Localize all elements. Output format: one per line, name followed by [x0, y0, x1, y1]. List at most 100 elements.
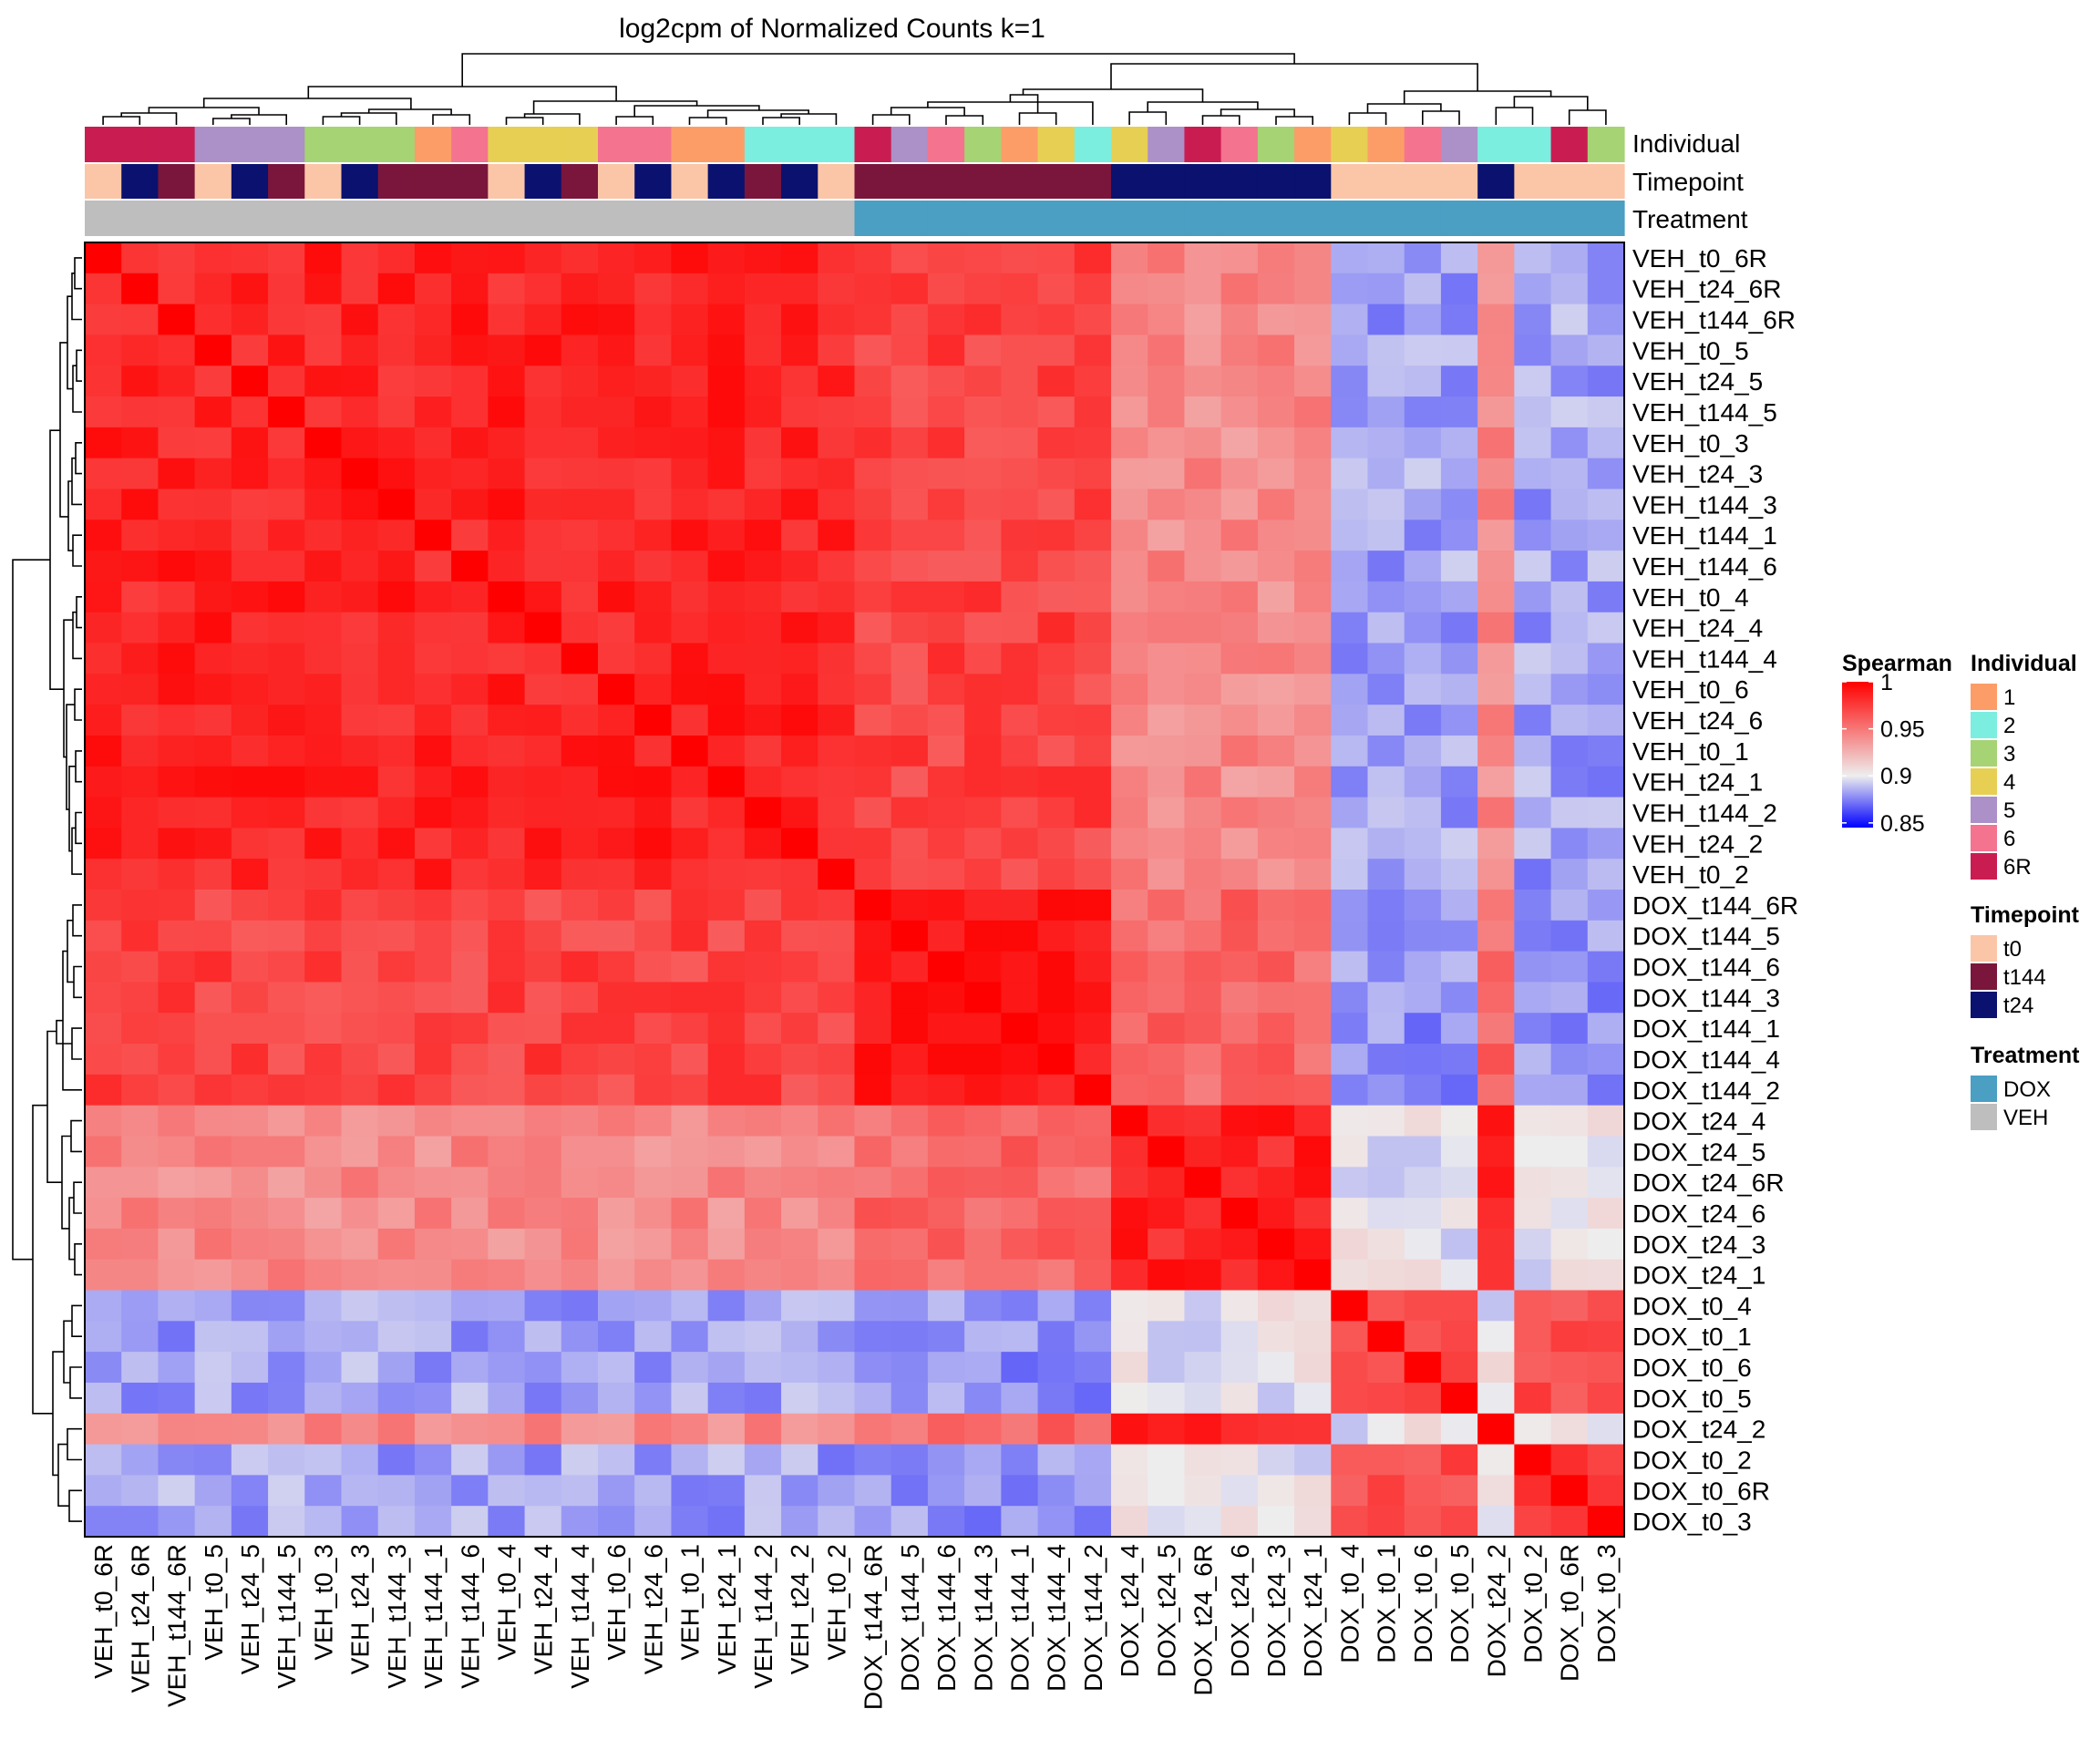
- heatmap-cell: [1331, 1444, 1369, 1476]
- heatmap-cell: [1148, 520, 1186, 551]
- heatmap-cell: [194, 735, 232, 767]
- heatmap-cell: [1294, 1444, 1332, 1476]
- heatmap-cell: [194, 396, 232, 428]
- heatmap-cell: [854, 828, 892, 860]
- heatmap-cell: [818, 674, 856, 705]
- heatmap-cell: [1111, 1413, 1148, 1446]
- heatmap-cell: [964, 1074, 1002, 1107]
- individual-annotation-cell: [818, 127, 856, 162]
- heatmap-cell: [781, 1198, 818, 1230]
- individual-annotation-cell: [1477, 127, 1515, 162]
- heatmap-cell: [561, 1382, 599, 1415]
- individual-annotation-cell: [1257, 127, 1295, 162]
- heatmap-cell: [414, 1167, 452, 1199]
- heatmap-cell: [488, 1136, 526, 1168]
- dendrogram-branch: [49, 429, 64, 690]
- heatmap-cell: [1001, 1321, 1039, 1353]
- heatmap-cell: [1404, 1475, 1442, 1507]
- heatmap-cell: [1294, 1475, 1332, 1507]
- heatmap-cell: [1184, 735, 1222, 767]
- heatmap-cell: [927, 859, 965, 890]
- heatmap-cell: [707, 766, 746, 798]
- heatmap-cell: [1294, 489, 1332, 520]
- heatmap-cell: [964, 1198, 1002, 1230]
- heatmap-cell: [85, 1475, 122, 1507]
- heatmap-cell: [1074, 643, 1112, 674]
- heatmap-cell: [451, 1167, 489, 1199]
- heatmap-cell: [1367, 1044, 1405, 1076]
- heatmap-cell: [964, 612, 1002, 644]
- heatmap-cell: [1404, 766, 1442, 798]
- heatmap-cell: [1367, 1413, 1405, 1446]
- heatmap-cell: [927, 766, 965, 798]
- heatmap-cell: [268, 1074, 305, 1107]
- heatmap-cell: [1220, 1506, 1259, 1538]
- heatmap-cell: [671, 797, 709, 829]
- heatmap-cell: [268, 705, 305, 736]
- heatmap-cell: [1184, 1259, 1222, 1292]
- heatmap-cell: [1037, 1475, 1076, 1507]
- heatmap-cell: [414, 335, 452, 366]
- heatmap-cell: [634, 458, 673, 490]
- heatmap-cell: [1220, 920, 1259, 952]
- heatmap-cell: [377, 828, 416, 860]
- heatmap-cell: [488, 1352, 526, 1384]
- heatmap-cell: [1257, 828, 1295, 860]
- heatmap-cell: [634, 1074, 673, 1107]
- heatmap-cell: [1257, 551, 1295, 582]
- heatmap-cell: [927, 1382, 965, 1415]
- heatmap-cell: [85, 920, 122, 952]
- heatmap-cell: [964, 335, 1002, 366]
- heatmap-cell: [927, 1013, 965, 1045]
- heatmap-cell: [341, 674, 379, 705]
- heatmap-cell: [1148, 458, 1186, 490]
- heatmap-cell: [194, 1074, 232, 1107]
- treatment-annotation-cell: [268, 201, 305, 236]
- heatmap-cell: [1220, 674, 1259, 705]
- dendrogram-branch: [1495, 107, 1534, 125]
- dendrogram-branch: [945, 115, 984, 125]
- heatmap-cell: [1074, 859, 1112, 890]
- heatmap-cell: [304, 859, 343, 890]
- heatmap-cell: [377, 335, 416, 366]
- heatmap-cell: [414, 951, 452, 983]
- heatmap-cell: [818, 705, 856, 736]
- heatmap-cell: [231, 1228, 269, 1261]
- heatmap-cell: [1074, 1167, 1112, 1199]
- heatmap-cell: [818, 612, 856, 644]
- heatmap-cell: [598, 828, 635, 860]
- heatmap-cell: [781, 1444, 818, 1476]
- heatmap-cell: [194, 951, 232, 983]
- heatmap-cell: [341, 396, 379, 428]
- heatmap-cell: [488, 365, 526, 397]
- heatmap-cell: [1220, 890, 1259, 921]
- dendrogram-branch: [202, 98, 412, 109]
- column-label: VEH_t24_1: [713, 1544, 741, 1674]
- heatmap-cell: [1550, 674, 1589, 705]
- heatmap-cell: [927, 1413, 965, 1446]
- heatmap-cell: [1294, 273, 1332, 305]
- heatmap-cell: [1440, 890, 1478, 921]
- heatmap-cell: [1367, 242, 1405, 274]
- timepoint-annotation-cell: [707, 164, 746, 199]
- heatmap-cell: [341, 1475, 379, 1507]
- heatmap-cell: [1148, 859, 1186, 890]
- heatmap-cell: [1440, 458, 1478, 490]
- heatmap-cell: [304, 1167, 343, 1199]
- heatmap-cell: [671, 581, 709, 613]
- heatmap-cell: [341, 365, 379, 397]
- heatmap-cell: [634, 859, 673, 890]
- individual-annotation-cell: [707, 127, 746, 162]
- heatmap-cell: [414, 766, 452, 798]
- heatmap-cell: [781, 1321, 818, 1353]
- row-label: DOX_t24_6R: [1632, 1168, 1785, 1197]
- heatmap-cell: [1037, 705, 1076, 736]
- heatmap-cell: [598, 242, 635, 274]
- heatmap-cell: [414, 1136, 452, 1168]
- heatmap-cell: [1440, 674, 1478, 705]
- heatmap-cell: [1550, 705, 1589, 736]
- row-label: VEH_t24_5: [1632, 367, 1763, 396]
- heatmap-cell: [1404, 612, 1442, 644]
- heatmap-cell: [1037, 612, 1076, 644]
- heatmap-cell: [927, 612, 965, 644]
